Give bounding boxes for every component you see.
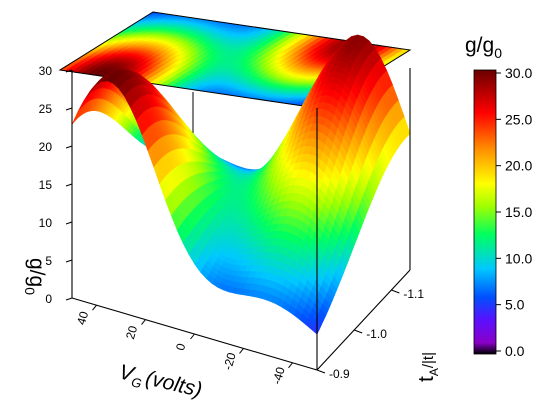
z-tick-mark [65,183,73,187]
y-tick-mark [354,329,363,334]
z-tick-label: 0 [45,292,52,306]
y-tick-label: -1.0 [366,327,387,341]
z-tick-label: 20 [39,140,53,154]
z-tick-label: 15 [39,178,53,192]
x-label-sub: G [130,374,143,391]
z-tick-mark [65,297,73,301]
z-tick-mark [65,259,73,263]
x-tick-mark [190,333,195,340]
y-tick-label: -1.1 [403,287,424,301]
svg-text:tA/|t|: tA/|t| [415,352,441,382]
top-projection [58,11,412,109]
colorbar-tick-label: 5.0 [505,297,525,313]
z-tick-mark [65,107,73,111]
colorbar-tick-label: 15.0 [505,204,532,220]
colorbar-tick-label: 0.0 [505,343,525,359]
colorbar-tick-label: 10.0 [505,250,532,266]
z-tick-label: 30 [39,64,53,78]
z-label: g/g [25,258,48,287]
y-label-unit: /|t| [420,352,437,368]
colorbar-tick-label: 30.0 [505,65,532,81]
colorbar-tick-label: 20.0 [505,158,532,174]
svg-text:g/g0: g/g0 [465,34,502,61]
colorbar: g/g0 30.0 25.0 20.0 15.0 10.0 5.0 0.0 [465,34,532,359]
colorbar-title-sub: 0 [494,45,502,61]
y-label-sub: A [427,368,441,376]
x-tick-mark [141,319,146,325]
y-tick-label: -0.9 [329,367,350,381]
z-tick-mark [65,221,73,225]
x-tick-label: -20 [221,351,239,372]
y-tick-mark [316,369,326,374]
y-axis-title: tA/|t| [415,352,441,382]
x-tick-label: 0 [173,341,188,352]
x-tick-mark [288,362,293,369]
x-tick-label: -40 [270,365,288,386]
x-axis-title: VG(volts) [116,360,204,404]
x-tick-label: 40 [74,309,91,326]
z-label-sub: 0 [22,287,38,295]
svg-text:g/g0: g/g0 [22,258,48,295]
y-axis: -0.9 -1.0 -1.1 [316,287,424,381]
colorbar-gradient [473,69,497,355]
x-label-unit: (volts) [143,367,204,402]
x-tick-mark [239,348,244,354]
z-tick-label: 10 [39,216,53,230]
colorbar-ticks: 30.0 25.0 20.0 15.0 10.0 5.0 0.0 [496,65,532,359]
svg-text:VG(volts): VG(volts) [116,360,204,404]
colorbar-tick-label: 25.0 [505,111,532,127]
colorbar-title: g/g [465,34,494,57]
z-tick-mark [65,145,73,149]
x-tick-mark [92,304,97,311]
x-tick-label: 20 [123,324,140,341]
y-tick-mark [391,289,400,294]
z-tick-label: 25 [39,102,53,116]
z-axis-title: g/g0 [22,258,48,295]
